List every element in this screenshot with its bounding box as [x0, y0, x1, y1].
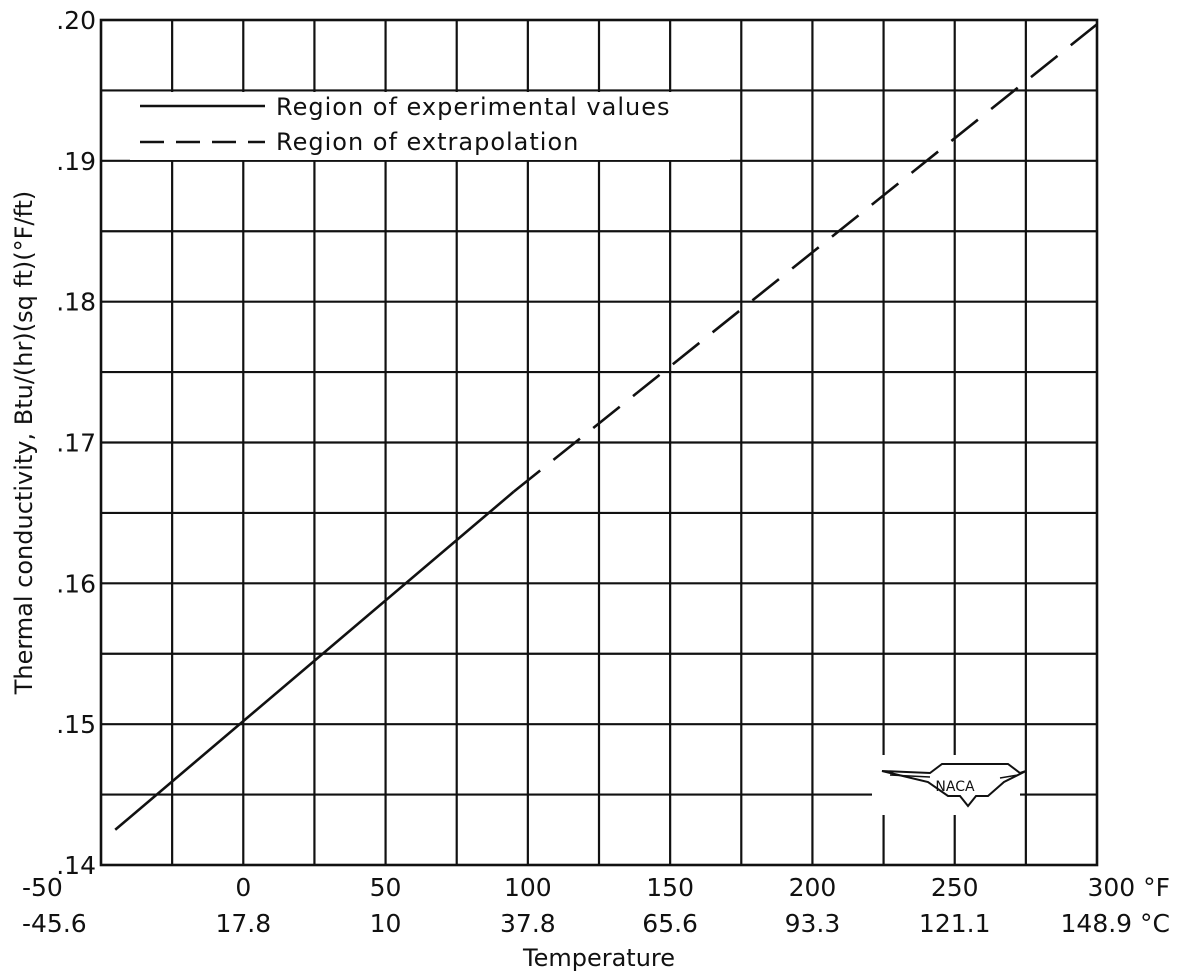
naca-logo-text: NACA	[935, 779, 975, 795]
naca-logo: NACA	[872, 755, 1027, 815]
y-tick-labels: .14 .15 .16 .17 .18 .19 .20	[56, 6, 96, 880]
x-tick-label: 0	[235, 873, 251, 902]
x-axis-label: Temperature	[522, 944, 675, 972]
x-tick-labels: -50 -45.6 0 17.8 50 10 100 37.8 150 65.6 200 93.3 25…	[22, 873, 1170, 938]
x-tick-label-secondary: 37.8	[500, 909, 556, 938]
legend-label-experimental: Region of experimental values	[276, 93, 670, 121]
y-tick-label: .18	[56, 288, 96, 317]
x-tick-label: 50	[370, 873, 402, 902]
y-tick-label: .20	[56, 6, 96, 35]
x-tick-label-secondary: 17.8	[215, 909, 271, 938]
y-tick-label: .19	[56, 147, 96, 176]
legend-background	[130, 92, 730, 160]
x-tick-label: 300 °F	[1087, 873, 1170, 902]
y-tick-label: .15	[56, 710, 96, 739]
y-axis-label: Thermal conductivity, Btu/(hr)(sq ft)(°F…	[10, 191, 38, 696]
series-line-0	[114, 490, 515, 831]
series-layer	[114, 23, 1098, 831]
plot-frame	[99, 18, 1099, 867]
x-tick-label: 150	[646, 873, 694, 902]
y-tick-label: .14	[56, 851, 96, 880]
y-tick-label: .17	[56, 429, 96, 458]
x-tick-label: 100	[504, 873, 552, 902]
x-tick-label-secondary: -45.6	[22, 909, 87, 938]
legend: Region of experimental values Region of …	[130, 92, 730, 160]
x-tick-label-secondary: 65.6	[642, 909, 698, 938]
y-tick-label: .16	[56, 569, 96, 598]
x-tick-label: 250	[931, 873, 979, 902]
x-tick-label-secondary: 121.1	[919, 909, 991, 938]
x-tick-label-secondary: 93.3	[785, 909, 841, 938]
x-tick-label-secondary: 10	[370, 909, 402, 938]
series-line-1	[512, 23, 1098, 493]
x-tick-label: 200	[789, 873, 837, 902]
x-tick-label: -50	[22, 873, 63, 902]
legend-label-extrapolation: Region of extrapolation	[276, 128, 579, 156]
x-tick-label-secondary: 148.9 °C	[1061, 909, 1170, 938]
